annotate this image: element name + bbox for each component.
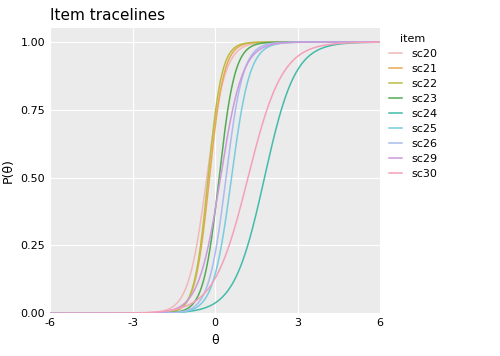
X-axis label: θ: θ xyxy=(211,334,219,347)
Legend: sc20, sc21, sc22, sc23, sc24, sc25, sc26, sc29, sc30: sc20, sc21, sc22, sc23, sc24, sc25, sc26… xyxy=(389,34,437,179)
Text: Item tracelines: Item tracelines xyxy=(50,8,165,23)
Y-axis label: P(θ): P(θ) xyxy=(2,158,15,183)
